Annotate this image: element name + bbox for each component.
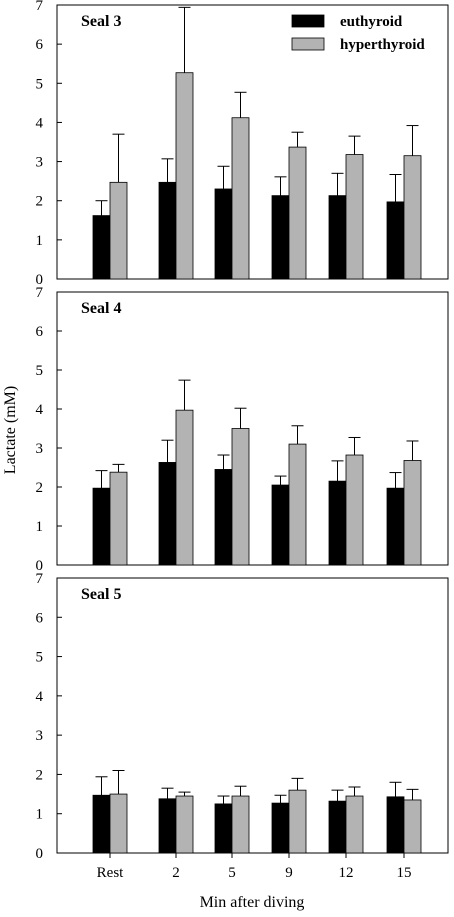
hyperthyroid-bar [231, 428, 250, 566]
y-tick-label: 2 [36, 767, 44, 783]
y-tick-label: 7 [36, 285, 44, 301]
y-tick-label: 2 [36, 480, 44, 496]
hyperthyroid-bar [109, 793, 128, 854]
hyperthyroid-bar [288, 443, 307, 566]
y-axis-title: Lactate (mM) [2, 386, 19, 474]
hyperthyroid-bar [345, 795, 364, 854]
euthyroid-bar [214, 469, 233, 566]
euthyroid-bar [214, 803, 233, 854]
euthyroid-legend-swatch [291, 14, 325, 28]
hyperthyroid-bar [345, 454, 364, 566]
euthyroid-bar [158, 181, 177, 280]
panel-1: 0 1 2 3 4 5 6 7 Seal 3 [36, 0, 449, 288]
hyperthyroid-legend-swatch [291, 37, 325, 51]
euthyroid-bar [328, 800, 347, 854]
euthyroid-bar [271, 484, 290, 566]
x-tick-label: Rest [97, 865, 125, 881]
euthyroid-bar [158, 462, 177, 566]
hyperthyroid-bar [403, 799, 422, 854]
legend-label: euthyroid [340, 14, 403, 30]
y-tick-label: 1 [36, 519, 44, 535]
panel-label: Seal 3 [81, 13, 121, 30]
y-tick-label: 0 [36, 846, 44, 862]
x-tick-label: 5 [228, 865, 236, 881]
panel-label: Seal 4 [81, 300, 121, 317]
plot-frame [56, 577, 449, 854]
hyperthyroid-bar [403, 155, 422, 280]
hyperthyroid-bar [403, 460, 422, 566]
y-tick-label: 6 [36, 37, 44, 53]
y-tick-label: 4 [36, 115, 44, 131]
hyperthyroid-bar [175, 72, 194, 280]
y-tick-label: 6 [36, 324, 44, 340]
legend: euthyroid hyperthyroid [291, 14, 425, 53]
hyperthyroid-bar [345, 154, 364, 280]
euthyroid-bar [92, 794, 111, 854]
panel-label: Seal 5 [81, 586, 121, 603]
panel-2: 0 1 2 3 4 5 6 7 Seal 4 [36, 285, 449, 574]
hyperthyroid-bar [231, 795, 250, 854]
hyperthyroid-bar [231, 117, 250, 280]
euthyroid-bar [386, 201, 405, 280]
euthyroid-bar [92, 215, 111, 280]
y-tick-label: 7 [36, 571, 44, 587]
legend-label: hyperthyroid [340, 37, 425, 53]
y-tick-label: 3 [36, 728, 44, 744]
euthyroid-bar [214, 188, 233, 280]
euthyroid-bar [328, 195, 347, 280]
y-tick-label: 1 [36, 233, 44, 249]
hyperthyroid-bar [175, 795, 194, 854]
y-tick-label: 4 [36, 689, 44, 705]
x-tick-label: 15 [397, 865, 412, 881]
hyperthyroid-bar [109, 471, 128, 566]
euthyroid-bar [92, 487, 111, 566]
y-tick-label: 3 [36, 155, 44, 171]
euthyroid-bar [328, 480, 347, 566]
plot-frame [56, 4, 449, 280]
y-tick-label: 1 [36, 807, 44, 823]
y-tick-label: 7 [36, 0, 44, 14]
x-tick-label: 12 [339, 865, 354, 881]
y-tick-label: 4 [36, 402, 44, 418]
euthyroid-bar [158, 798, 177, 854]
hyperthyroid-bar [109, 181, 128, 280]
y-tick-label: 6 [36, 610, 44, 626]
x-tick-label: 9 [285, 865, 293, 881]
euthyroid-bar [271, 195, 290, 280]
euthyroid-bar [386, 487, 405, 566]
y-tick-label: 0 [36, 272, 44, 288]
euthyroid-bar [386, 796, 405, 854]
euthyroid-bar [271, 802, 290, 854]
y-tick-label: 3 [36, 441, 44, 457]
x-tick-label: 2 [172, 865, 180, 881]
y-tick-label: 5 [36, 363, 44, 379]
y-tick-label: 5 [36, 76, 44, 92]
plot-frame [56, 291, 449, 566]
y-tick-label: 2 [36, 194, 44, 210]
x-axis-title: Min after diving [200, 894, 305, 911]
y-tick-label: 0 [36, 558, 44, 574]
hyperthyroid-bar [175, 409, 194, 566]
hyperthyroid-bar [288, 789, 307, 854]
hyperthyroid-bar [288, 146, 307, 280]
y-tick-label: 5 [36, 650, 44, 666]
